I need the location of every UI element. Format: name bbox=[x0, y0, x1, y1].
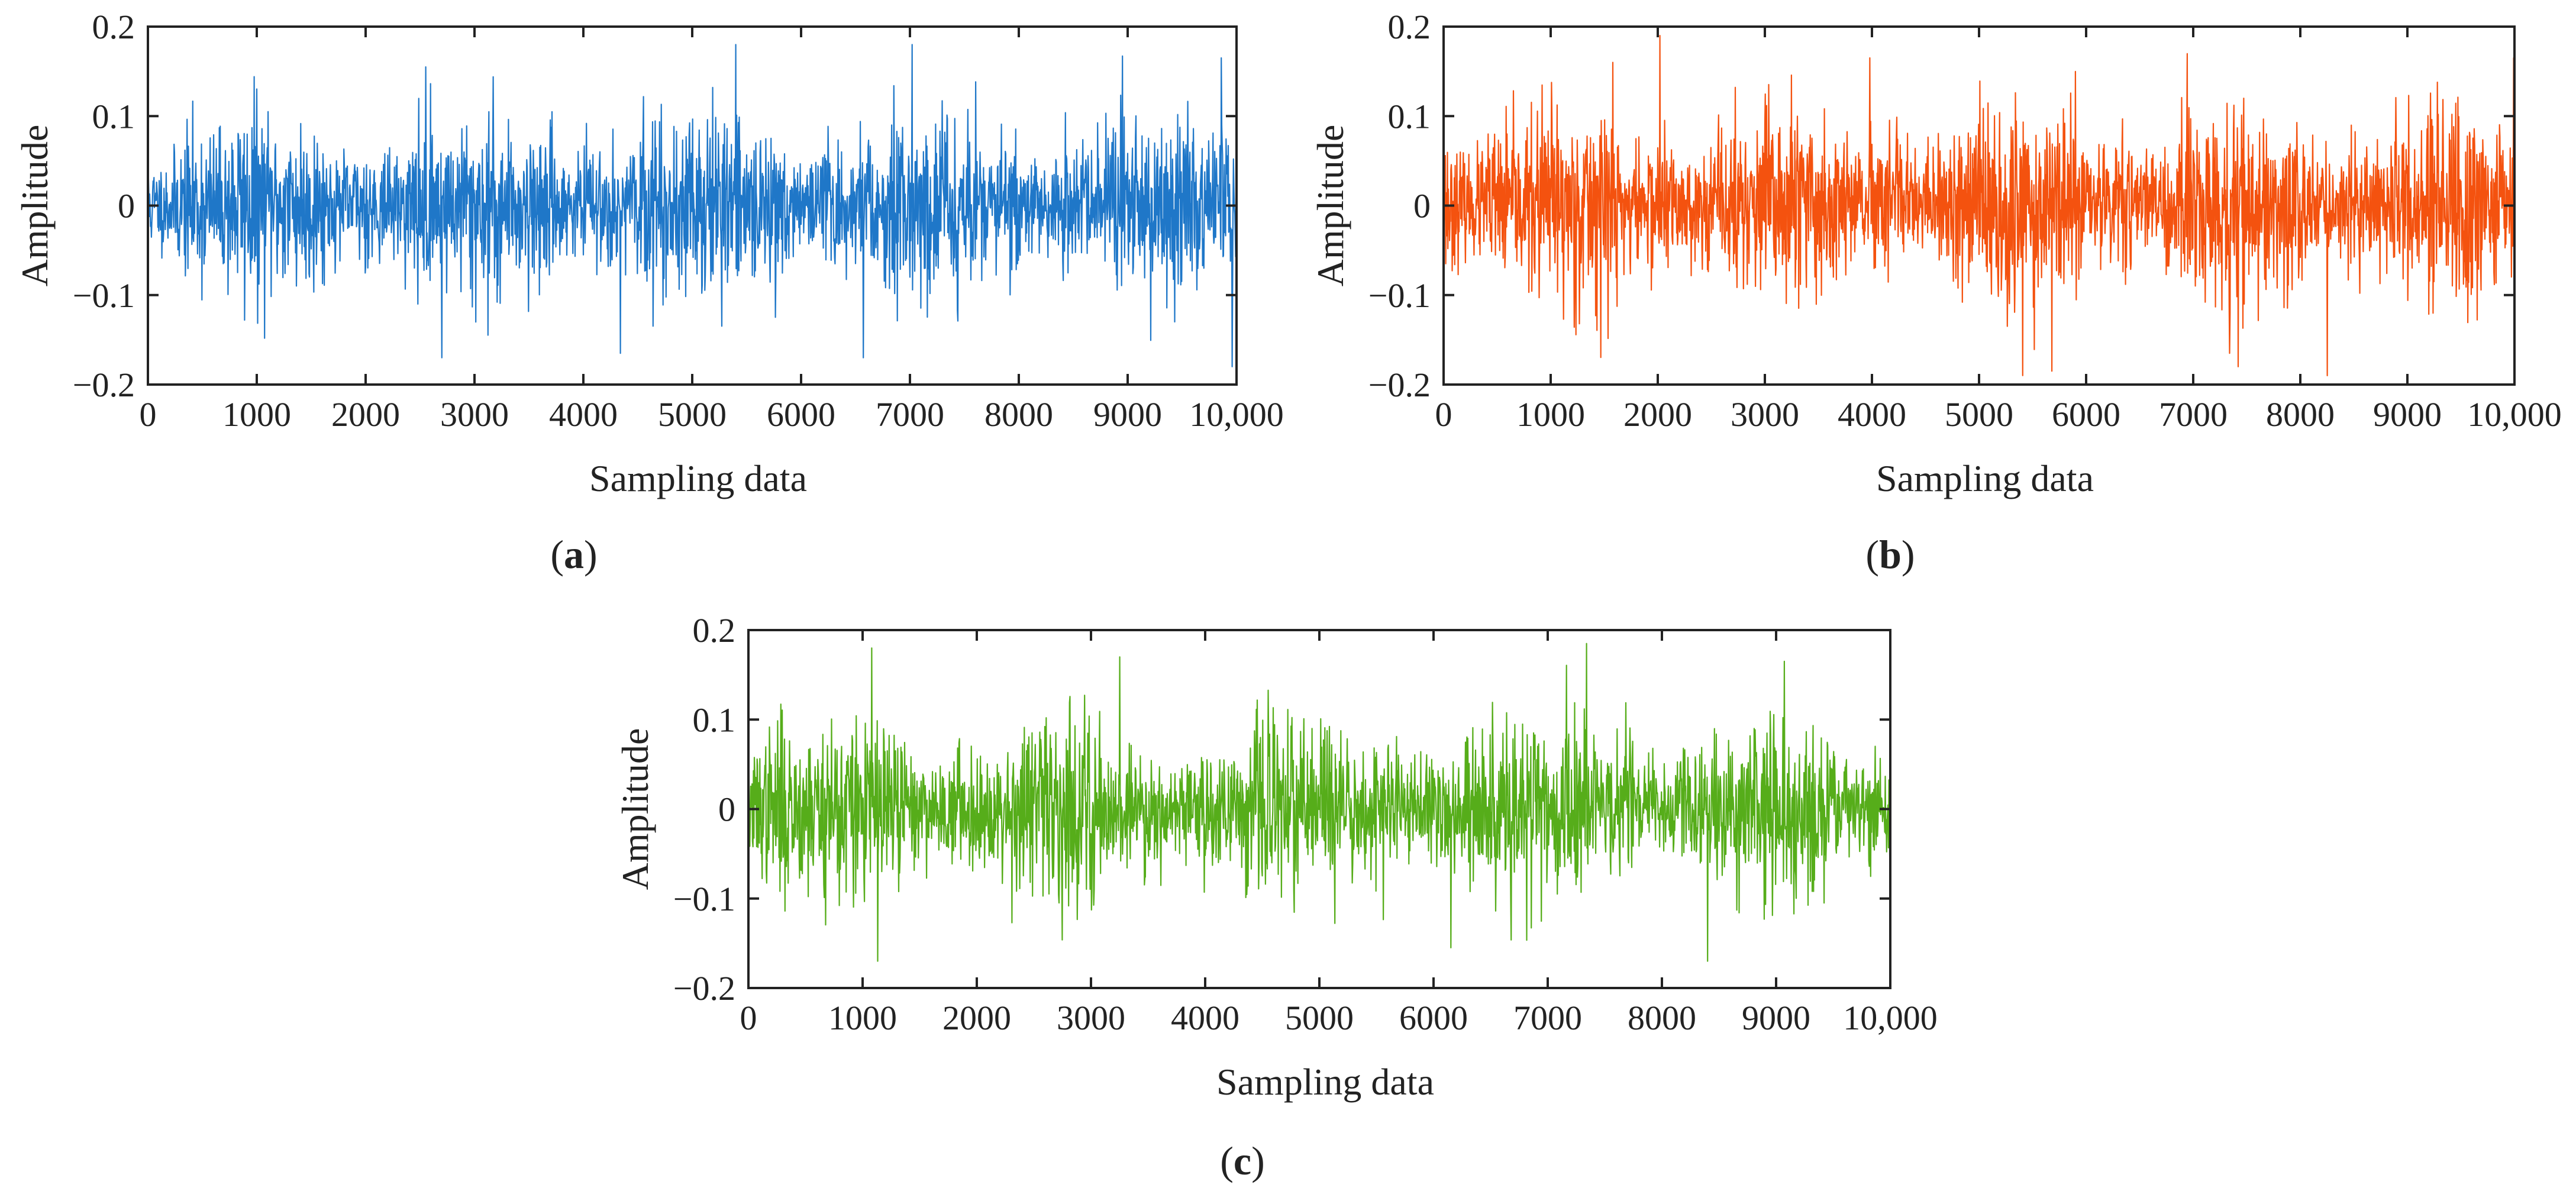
x-tick-label-a-9: 9000 bbox=[1093, 395, 1162, 434]
x-tick-label-a-2: 2000 bbox=[331, 395, 400, 434]
x-axis-title-b: Sampling data bbox=[1876, 457, 2094, 499]
x-tick-label-c-2: 2000 bbox=[942, 999, 1011, 1037]
panel-caption-b: (b) bbox=[1865, 532, 1915, 577]
x-tick-label-a-10: 10,000 bbox=[1189, 395, 1284, 434]
y-tick-label-a-1: −0.1 bbox=[73, 276, 135, 315]
y-tick-label-b-4: 0.2 bbox=[1388, 8, 1431, 46]
y-tick-label-a-0: −0.2 bbox=[73, 366, 135, 404]
y-tick-label-b-1: −0.1 bbox=[1368, 276, 1431, 315]
x-tick-label-b-0: 0 bbox=[1435, 395, 1452, 434]
x-tick-label-a-7: 7000 bbox=[876, 395, 944, 434]
y-tick-label-b-2: 0 bbox=[1413, 187, 1431, 225]
x-tick-label-c-3: 3000 bbox=[1057, 999, 1125, 1037]
x-tick-label-b-1: 1000 bbox=[1516, 395, 1585, 434]
x-tick-label-c-5: 5000 bbox=[1285, 999, 1354, 1037]
x-tick-label-c-7: 7000 bbox=[1513, 999, 1582, 1037]
y-tick-label-c-3: 0.1 bbox=[693, 700, 736, 739]
x-tick-label-c-6: 6000 bbox=[1399, 999, 1468, 1037]
x-tick-label-a-1: 1000 bbox=[222, 395, 291, 434]
y-tick-label-b-3: 0.1 bbox=[1388, 97, 1431, 135]
y-axis-title-c: Amplitude bbox=[614, 728, 656, 890]
x-tick-label-a-5: 5000 bbox=[658, 395, 727, 434]
panel-caption-c: (c) bbox=[1220, 1138, 1265, 1183]
y-tick-label-b-0: −0.2 bbox=[1368, 366, 1431, 404]
y-tick-label-c-0: −0.2 bbox=[673, 969, 735, 1008]
x-tick-label-b-5: 5000 bbox=[1945, 395, 2013, 434]
y-tick-label-a-4: 0.2 bbox=[92, 8, 135, 46]
x-tick-label-b-8: 8000 bbox=[2266, 395, 2335, 434]
y-tick-label-c-2: 0 bbox=[718, 790, 735, 829]
tick-group-a: 0 1000 2000 3000 4000 5000 6000 7000 8000 9000 10,… bbox=[73, 8, 1284, 434]
y-tick-label-a-3: 0.1 bbox=[92, 97, 135, 135]
y-tick-label-a-2: 0 bbox=[118, 187, 135, 225]
x-tick-label-c-1: 1000 bbox=[828, 999, 897, 1037]
panel-a: 0 1000 2000 3000 4000 5000 6000 7000 8000 9000 10,… bbox=[14, 8, 1284, 577]
x-tick-label-c-0: 0 bbox=[740, 999, 757, 1037]
x-tick-label-b-3: 3000 bbox=[1731, 395, 1799, 434]
x-axis-title-c: Sampling data bbox=[1216, 1061, 1434, 1103]
x-tick-label-c-10: 10,000 bbox=[1843, 999, 1938, 1037]
signal-line-a bbox=[147, 44, 1238, 367]
x-tick-label-b-4: 4000 bbox=[1838, 395, 1906, 434]
x-tick-label-b-10: 10,000 bbox=[2467, 395, 2562, 434]
x-tick-label-a-8: 8000 bbox=[984, 395, 1053, 434]
x-tick-label-a-3: 3000 bbox=[440, 395, 509, 434]
x-tick-label-a-4: 4000 bbox=[549, 395, 618, 434]
x-tick-label-c-8: 8000 bbox=[1628, 999, 1696, 1037]
panel-b: 0 1000 2000 3000 4000 5000 6000 7000 8000 9000 10,… bbox=[1309, 8, 2562, 577]
x-tick-label-c-9: 9000 bbox=[1742, 999, 1810, 1037]
panel-c: 0 1000 2000 3000 4000 5000 6000 7000 8000 9000 10,… bbox=[614, 611, 1938, 1183]
x-tick-label-c-4: 4000 bbox=[1171, 999, 1239, 1037]
x-tick-label-a-6: 6000 bbox=[767, 395, 835, 434]
x-tick-label-b-2: 2000 bbox=[1623, 395, 1692, 434]
panel-caption-letter-a: a bbox=[564, 532, 584, 577]
x-tick-label-b-9: 9000 bbox=[2373, 395, 2442, 434]
signal-line-b bbox=[1442, 34, 2516, 377]
y-tick-label-c-4: 0.2 bbox=[693, 611, 736, 650]
tick-group-c: 0 1000 2000 3000 4000 5000 6000 7000 8000 9000 10,… bbox=[673, 611, 1938, 1037]
panel-caption-letter-c: c bbox=[1234, 1138, 1251, 1183]
x-tick-label-b-7: 7000 bbox=[2159, 395, 2228, 434]
y-axis-title-a: Amplitude bbox=[14, 125, 56, 287]
panel-caption-a: (a) bbox=[550, 532, 597, 577]
x-axis-title-a: Sampling data bbox=[589, 457, 807, 499]
signal-line-c bbox=[747, 643, 1891, 962]
panel-caption-letter-b: b bbox=[1879, 532, 1902, 577]
tick-group-b: 0 1000 2000 3000 4000 5000 6000 7000 8000 9000 10,… bbox=[1368, 8, 2562, 434]
y-tick-label-c-1: −0.1 bbox=[673, 880, 735, 918]
x-tick-label-b-6: 6000 bbox=[2052, 395, 2120, 434]
x-tick-label-a-0: 0 bbox=[140, 395, 157, 434]
y-axis-title-b: Amplitude bbox=[1309, 125, 1351, 287]
